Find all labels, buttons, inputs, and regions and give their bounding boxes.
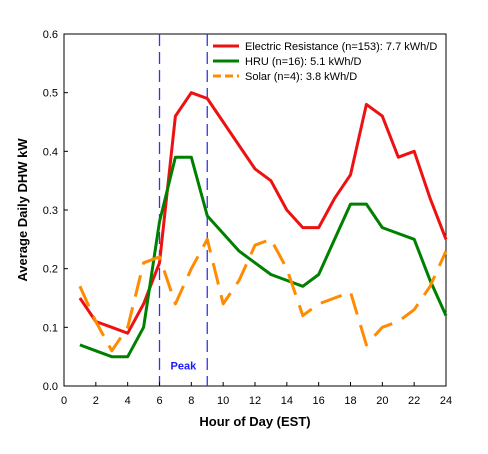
y-tick-label: 0.1 (43, 322, 58, 334)
series-line-2 (78, 237, 448, 353)
x-tick-label: 20 (376, 395, 388, 407)
x-tick-label: 10 (217, 395, 229, 407)
y-axis-ticks: 0.0 0.1 0.2 0.3 0.4 0.5 0.6 (43, 29, 68, 393)
peak-annotation: Peak (171, 360, 198, 372)
series-line-1 (79, 155, 448, 359)
y-tick-label: 0.2 (43, 264, 58, 276)
x-tick-label: 12 (249, 395, 261, 407)
x-tick-label: 0 (61, 395, 67, 407)
legend: Electric Resistance (n=153): 7.7 kWh/D HR… (213, 41, 437, 83)
x-tick-label: 24 (440, 395, 452, 407)
y-tick-label: 0.0 (43, 381, 58, 393)
y-tick-label: 0.5 (43, 88, 58, 100)
legend-label-1: HRU (n=16): 5.1 kWh/D (245, 56, 362, 68)
x-tick-label: 18 (344, 395, 356, 407)
x-tick-label: 8 (188, 395, 194, 407)
legend-label-2: Solar (n=4): 3.8 kWh/D (245, 71, 357, 83)
legend-label-0: Electric Resistance (n=153): 7.7 kWh/D (245, 41, 437, 53)
x-tick-label: 2 (93, 395, 99, 407)
x-axis-ticks: 0 2 4 6 8 10 12 14 16 18 20 22 24 (61, 382, 452, 407)
y-tick-label: 0.4 (43, 146, 58, 158)
y-axis-title: Average Daily DHW kW (15, 138, 30, 282)
plot-area (63, 33, 447, 387)
x-tick-label: 14 (281, 395, 293, 407)
x-tick-label: 22 (408, 395, 420, 407)
y-tick-label: 0.6 (43, 29, 58, 41)
y-tick-label: 0.3 (43, 205, 58, 217)
x-tick-label: 16 (313, 395, 325, 407)
series-lines (78, 91, 448, 359)
x-tick-label: 6 (156, 395, 162, 407)
x-axis-title: Hour of Day (EST) (199, 414, 310, 429)
series-line-0 (78, 91, 448, 335)
annotations: Peak (171, 360, 198, 372)
peak-markers (158, 34, 208, 386)
x-tick-label: 4 (125, 395, 131, 407)
